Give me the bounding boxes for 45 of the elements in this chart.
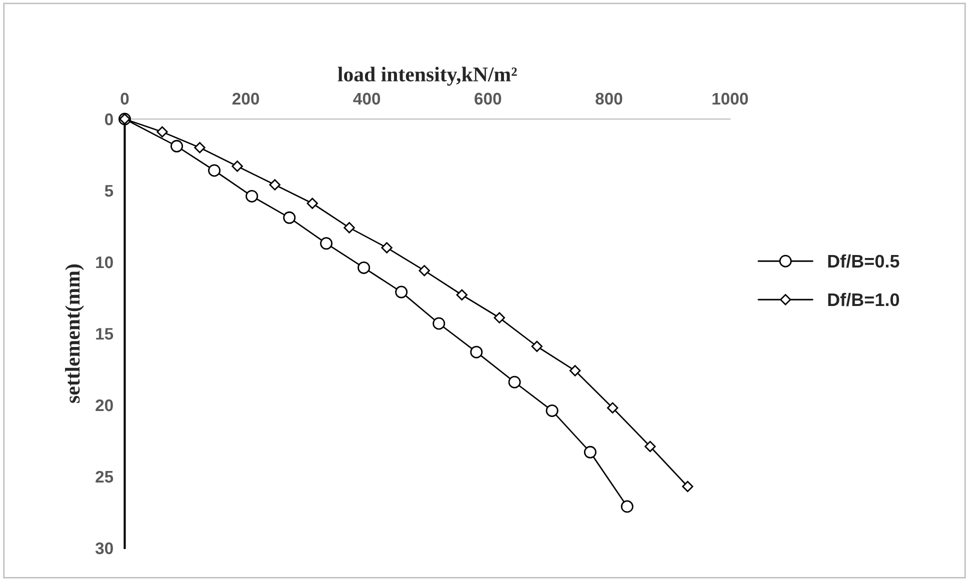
point bbox=[208, 164, 221, 177]
point bbox=[584, 446, 596, 458]
point bbox=[546, 404, 558, 417]
point bbox=[156, 126, 168, 138]
point bbox=[644, 440, 656, 452]
y-tick-label: 20 bbox=[96, 399, 113, 412]
x-tick-label: 400 bbox=[353, 92, 380, 105]
y-tick-label: 30 bbox=[95, 542, 113, 554]
point bbox=[531, 340, 543, 352]
x-tick-label: 1000 bbox=[712, 92, 748, 105]
point bbox=[508, 376, 521, 388]
x-tick-label: 600 bbox=[474, 92, 502, 105]
point bbox=[418, 264, 430, 276]
point bbox=[344, 222, 355, 234]
point bbox=[320, 237, 333, 250]
point bbox=[269, 179, 280, 190]
x-tick-label: 0 bbox=[120, 92, 129, 105]
point bbox=[358, 261, 370, 274]
y-tick-label: 15 bbox=[96, 328, 114, 340]
point bbox=[470, 346, 483, 358]
x-axis-title: load intensity,kN/m² bbox=[338, 66, 517, 86]
point bbox=[432, 317, 446, 330]
point bbox=[682, 480, 694, 492]
y-axis-title: settlement(mm) bbox=[65, 264, 84, 403]
legend-label: Df/B=0.5 bbox=[828, 254, 900, 268]
point bbox=[395, 286, 408, 298]
legend-label: Df/B=1.0 bbox=[828, 292, 900, 306]
point bbox=[456, 289, 468, 300]
y-tick-label: 25 bbox=[96, 470, 114, 483]
point bbox=[607, 402, 618, 414]
point bbox=[232, 160, 243, 172]
point bbox=[620, 500, 634, 513]
y-tick-label: 5 bbox=[104, 185, 114, 197]
y-tick-label: 10 bbox=[96, 256, 113, 268]
point bbox=[246, 190, 258, 202]
point bbox=[569, 365, 581, 376]
point bbox=[381, 242, 392, 254]
point bbox=[306, 198, 318, 209]
y-tick-label: 0 bbox=[104, 113, 113, 126]
point bbox=[283, 211, 296, 224]
x-tick-label: 800 bbox=[596, 92, 622, 105]
point bbox=[170, 140, 184, 152]
point bbox=[194, 142, 206, 154]
point bbox=[494, 312, 506, 324]
x-tick-label: 200 bbox=[232, 92, 259, 105]
